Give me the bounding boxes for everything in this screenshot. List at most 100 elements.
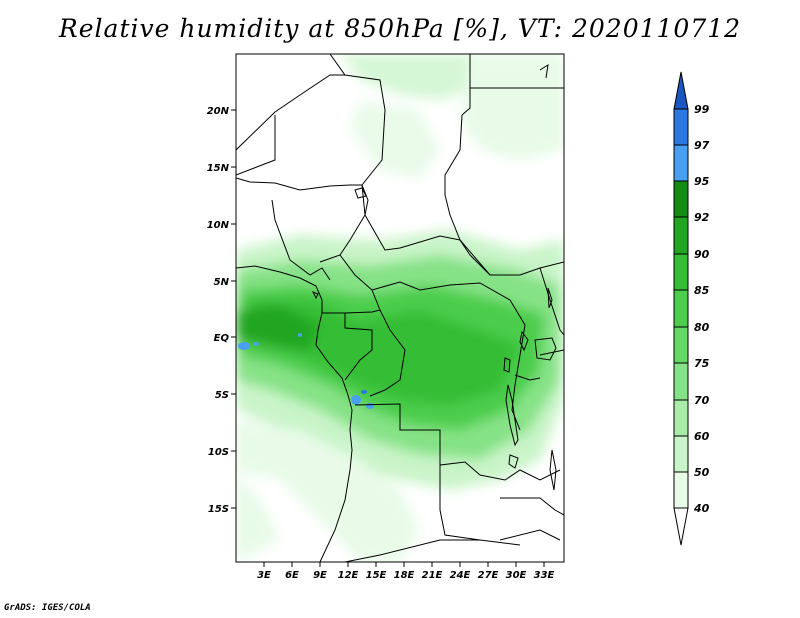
humidity-region-northeast <box>460 54 564 160</box>
border-zambia-east <box>479 469 561 481</box>
colorbar-label: 99 <box>694 103 710 116</box>
border-drc-east <box>509 299 526 431</box>
border-niger-algeria <box>236 74 345 151</box>
border-rwanda <box>514 374 541 381</box>
country-borders <box>236 54 564 562</box>
saturated-cell-2 <box>253 342 259 346</box>
border-cameroon-south <box>322 309 381 314</box>
colorbar <box>673 71 689 546</box>
border-nigeria-cameroon <box>271 199 331 281</box>
lake-albert <box>519 330 529 352</box>
colorbar-label: 75 <box>694 357 710 370</box>
lat-label: 10N <box>207 220 230 231</box>
lon-label: 12E <box>338 570 359 581</box>
colorbar-segment-below-40 <box>673 507 689 546</box>
lat-label: 10S <box>208 447 229 458</box>
colorbar-label: 92 <box>694 211 710 224</box>
red-sea-coast <box>539 63 549 79</box>
colorbar-label: 90 <box>694 248 710 261</box>
lake-malawi <box>549 449 557 491</box>
border-car-drc <box>371 281 511 301</box>
saturated-cell-4 <box>366 403 374 409</box>
lon-label: 27E <box>478 570 499 581</box>
saturated-cell-5 <box>361 390 367 394</box>
humidity-region-south-tongue <box>236 420 420 562</box>
colorbar-label: 95 <box>694 175 710 188</box>
lake-victoria <box>534 337 557 361</box>
border-gabon-congo <box>344 313 373 381</box>
lat-label: 5S <box>215 390 229 401</box>
border-drc-angola <box>354 403 481 476</box>
colorbar-segment-40-50 <box>673 471 689 509</box>
lon-label: 3E <box>257 570 271 581</box>
lat-label: 15N <box>207 163 230 174</box>
lon-labels: 3E 6E 9E 12E 15E 18E 21E 24E 27E 30E 33E <box>257 570 554 581</box>
lake-kivu <box>503 357 511 373</box>
colorbar-segment-80-85 <box>673 289 689 328</box>
saturated-cell-3 <box>351 395 361 405</box>
border-chad-sudan <box>444 114 491 276</box>
colorbar-segment-97-99 <box>673 108 689 146</box>
lat-label: EQ <box>214 333 230 344</box>
colorbar-segment-99-up <box>673 71 689 110</box>
border-cameroon-chad <box>319 184 369 263</box>
lat-label: 15S <box>208 504 229 515</box>
colorbar-segment-95-97 <box>673 144 689 182</box>
colorbar-label: 80 <box>694 321 710 334</box>
border-cameroon-car <box>339 254 381 311</box>
saturated-cell-1 <box>238 342 250 350</box>
border-nigeria-north <box>236 177 362 191</box>
lon-label: 21E <box>422 570 443 581</box>
border-niger-nigeria <box>236 115 276 176</box>
bioko-island <box>311 291 319 300</box>
lon-label: 6E <box>285 570 299 581</box>
colorbar-segment-75-80 <box>673 326 689 364</box>
border-zimbabwe <box>499 529 561 541</box>
lake-chad <box>354 187 367 199</box>
lake-mweru <box>508 454 519 469</box>
lon-label: 30E <box>506 570 527 581</box>
colorbar-label: 97 <box>694 139 710 152</box>
border-angola-zambia <box>439 465 481 541</box>
lat-labels: 20N 15N 10N 5N EQ 5S 10S 15S <box>207 106 230 515</box>
colorbar-segment-85-90 <box>673 253 689 291</box>
colorbar-labels: 99 97 95 92 90 85 80 75 70 60 50 40 <box>693 103 710 515</box>
grads-credit: GrADS: IGES/COLA <box>4 603 91 613</box>
humidity-region-northcentral <box>350 100 440 180</box>
chart-title: Relative humidity at 850hPa [%], VT: 202… <box>58 14 742 43</box>
axis-ticks <box>231 109 545 567</box>
colorbar-segment-50-60 <box>673 435 689 473</box>
colorbar-label: 40 <box>693 502 710 515</box>
colorbar-label: 85 <box>694 284 710 297</box>
border-uganda-kenya <box>539 267 564 336</box>
border-libya-egypt <box>461 54 471 116</box>
border-mozambique <box>500 497 564 516</box>
colorbar-segment-90-92 <box>673 216 689 255</box>
border-congo-drc <box>369 309 406 397</box>
humidity-region-southwest <box>236 470 280 562</box>
lon-label: 18E <box>394 570 415 581</box>
colorbar-segment-70-75 <box>673 362 689 401</box>
lake-tanganyika <box>505 384 519 447</box>
coastline-west-africa <box>236 265 353 562</box>
lake-turkana <box>547 287 553 309</box>
humidity-region-north <box>340 54 470 100</box>
colorbar-segment-92-95 <box>673 180 689 218</box>
border-chad-car <box>364 214 461 251</box>
border-sudan-southsudan <box>459 239 564 276</box>
lat-label: 5N <box>214 277 230 288</box>
lon-label: 9E <box>313 570 327 581</box>
colorbar-label: 60 <box>694 430 710 443</box>
saturated-cell-6 <box>298 333 302 337</box>
humidity-field <box>236 54 564 562</box>
border-tanzania <box>539 349 564 356</box>
lon-label: 33E <box>534 570 555 581</box>
lon-label: 15E <box>366 570 387 581</box>
map-frame <box>235 53 565 563</box>
border-angola-namibia <box>344 539 521 562</box>
colorbar-label: 70 <box>694 394 710 407</box>
colorbar-segment-60-70 <box>673 399 689 437</box>
humidity-region-west-core <box>236 305 320 350</box>
colorbar-label: 50 <box>694 466 710 479</box>
